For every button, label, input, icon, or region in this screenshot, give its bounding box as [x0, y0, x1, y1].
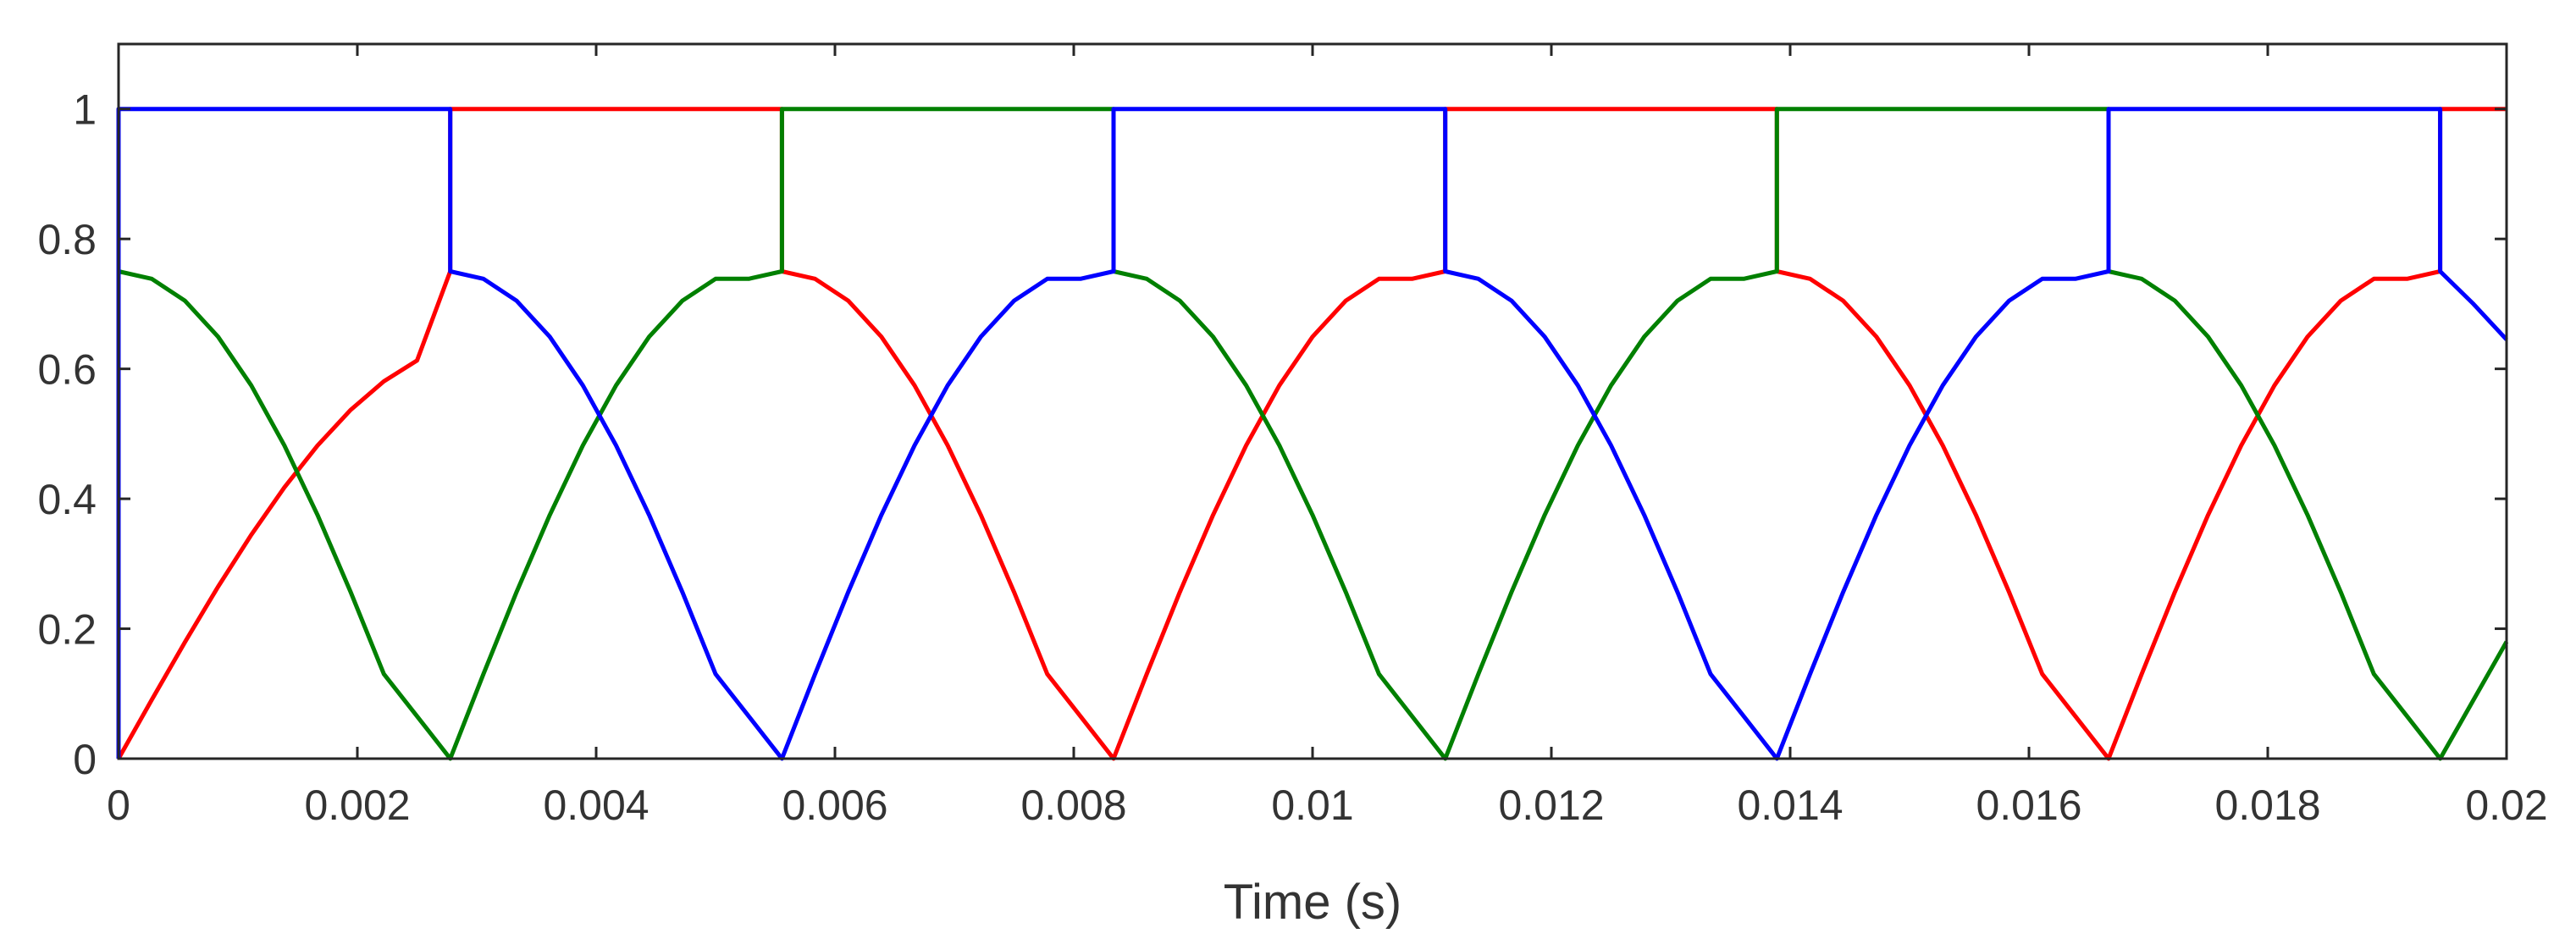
- series-layer: [116, 107, 2509, 761]
- x-tick-label: 0.01: [1271, 782, 1353, 829]
- x-tick-label: 0.006: [782, 782, 887, 829]
- y-tick-label: 0.8: [37, 216, 97, 263]
- x-tick-label: 0.02: [2465, 782, 2547, 829]
- x-tick-label: 0: [107, 782, 130, 829]
- x-tick-label: 0.018: [2214, 782, 2320, 829]
- plot-area-frame: [117, 42, 2508, 760]
- x-tick-label: 0.008: [1020, 782, 1126, 829]
- y-tick-label: 0: [73, 736, 97, 783]
- x-tick-label: 0.016: [1976, 782, 2081, 829]
- y-tick-label: 1: [73, 86, 97, 134]
- y-tick-label: 0.6: [37, 346, 97, 394]
- series-line-1: [116, 107, 2507, 761]
- tick-layer: 0 0.002 0.004 0.006 0.008 0.01 0.012 0.014 0.016…: [37, 44, 2548, 829]
- series-line-3: [116, 107, 2508, 761]
- series-line-2: [118, 107, 2509, 761]
- x-tick-label: 0.002: [304, 782, 410, 829]
- x-tick-label: 0.014: [1737, 782, 1843, 829]
- y-tick-label: 0.4: [37, 476, 97, 523]
- x-tick-label: 0.004: [543, 782, 649, 829]
- y-tick-label: 0.2: [37, 606, 97, 654]
- x-tick-label: 0.012: [1498, 782, 1604, 829]
- x-axis-label: Time (s): [1224, 875, 1401, 930]
